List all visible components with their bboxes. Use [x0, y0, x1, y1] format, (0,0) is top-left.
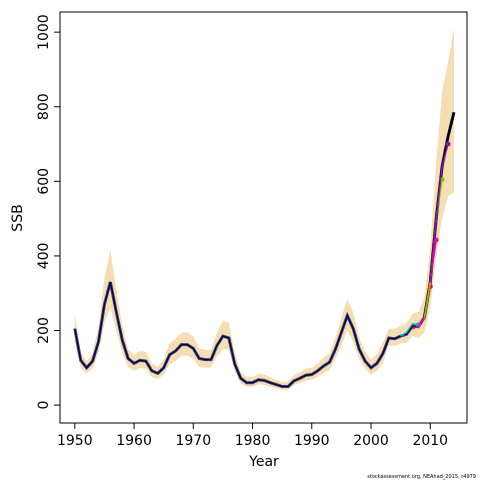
x-tick-label: 1960: [116, 433, 152, 449]
y-tick-label: 0: [36, 401, 52, 410]
confidence-band: [74, 28, 454, 390]
y-tick-label: 600: [36, 168, 52, 195]
x-axis-label: Year: [248, 454, 279, 470]
x-tick-label: 2000: [353, 433, 389, 449]
x-tick-label: 1950: [57, 433, 93, 449]
retro-point: [445, 141, 451, 147]
retro-line: [400, 322, 419, 337]
retro-line: [429, 143, 449, 283]
x-tick-label: 2010: [412, 433, 448, 449]
y-tick-label: 200: [36, 317, 52, 344]
y-tick-label: 400: [36, 243, 52, 270]
plot-frame: [59, 11, 468, 424]
x-tick-label: 1980: [235, 433, 271, 449]
y-tick-label: 1000: [36, 14, 52, 50]
x-tick-label: 1990: [294, 433, 330, 449]
x-tick-label: 1970: [175, 433, 211, 449]
ssb-line: [73, 111, 456, 388]
ssb-line: [74, 112, 455, 387]
footnote: stockassessment.org, NEAhad_2015, r4979: [367, 474, 476, 480]
y-axis-label: SSB: [10, 204, 26, 231]
y-tick-label: 800: [36, 93, 52, 120]
